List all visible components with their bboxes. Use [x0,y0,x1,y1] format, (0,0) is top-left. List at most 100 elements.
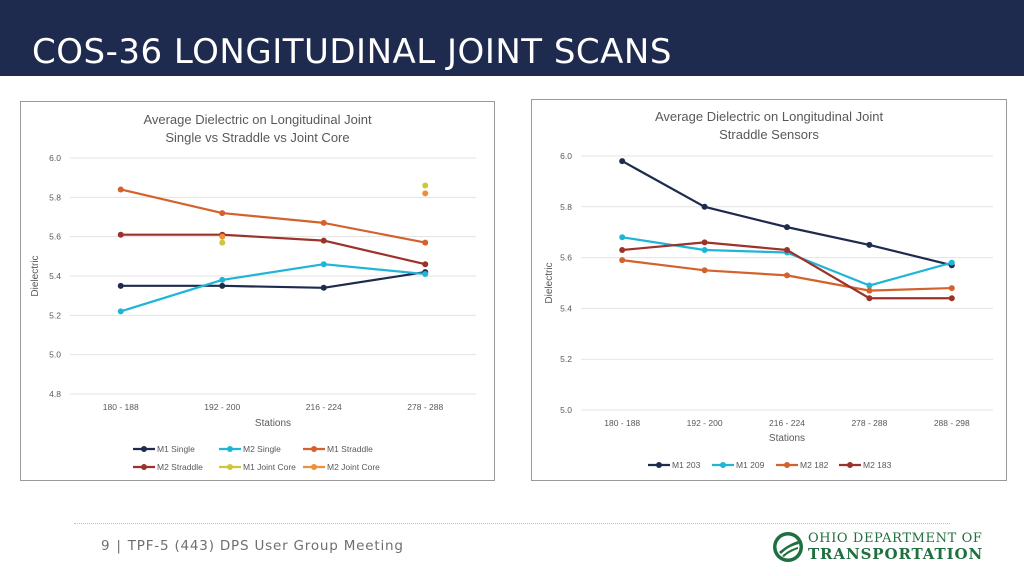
chart-svg-1: Average Dielectric on Longitudinal Joint… [30,112,476,472]
page-title: COS-36 LONGITUDINAL JOINT SCANS [32,32,672,72]
data-point [422,261,429,268]
legend-label: M1 Straddle [327,444,373,454]
data-point [866,287,873,294]
footer-separator: | [116,538,122,554]
data-point [619,234,626,241]
data-point [948,295,955,302]
data-point [866,295,873,302]
data-point [320,237,327,244]
data-point [219,210,226,217]
x-tick-label: 180 - 188 [103,402,139,412]
y-tick-label: 5.0 [49,350,61,360]
y-tick-label: 6.0 [560,151,572,161]
chart-title-line: Single vs Straddle vs Joint Core [165,130,349,145]
data-point [866,282,873,289]
legend-label: M2 183 [863,460,892,470]
legend-swatch-marker [311,446,317,452]
x-tick-label: 192 - 200 [687,418,723,428]
odot-logo: OHIO DEPARTMENT OF TRANSPORTATION [772,530,982,564]
legend-swatch-marker [227,464,233,470]
legend-label: M2 Joint Core [327,462,380,472]
legend-swatch-marker [227,446,233,452]
data-point [422,182,429,189]
legend-swatch-marker [784,462,790,468]
data-point [701,239,708,246]
logo-text-line1: OHIO DEPARTMENT OF [808,531,983,546]
chart-single-vs-straddle: Average Dielectric on Longitudinal Joint… [20,101,495,481]
footer-text: TPF-5 (443) DPS User Group Meeting [127,538,404,554]
series-line [120,233,426,266]
chart-title-line: Average Dielectric on Longitudinal Joint [143,112,372,127]
y-tick-label: 5.0 [560,405,572,415]
series-line [120,270,426,289]
data-point [701,267,708,274]
data-point [219,276,226,283]
y-tick-label: 5.4 [560,303,572,313]
data-point [320,284,327,291]
footer-divider [74,523,950,524]
legend-swatch-marker [141,446,147,452]
data-point [619,246,626,253]
legend-label: M1 Joint Core [243,462,296,472]
data-point [320,261,327,268]
legend-swatch-marker [311,464,317,470]
page-number: 9 [101,538,111,554]
data-point [117,282,124,289]
y-tick-label: 5.2 [560,354,572,364]
chart-straddle-sensors: Average Dielectric on Longitudinal Joint… [531,99,1007,481]
x-tick-label: 288 - 298 [934,418,970,428]
data-point [422,190,429,197]
chart-title-line: Average Dielectric on Longitudinal Joint [655,109,884,124]
odot-emblem-icon [773,532,803,562]
data-point [320,219,327,226]
y-tick-label: 5.2 [49,310,61,320]
data-point [784,272,790,279]
y-tick-label: 5.8 [560,202,572,212]
y-axis-label: Dielectric [30,255,41,296]
legend-item: M1 209 [712,460,765,470]
legend-item: M2 Straddle [133,462,203,472]
data-point [219,239,226,246]
legend-swatch-marker [847,462,853,468]
x-tick-label: 192 - 200 [204,402,240,412]
legend-item: M1 Straddle [303,444,373,454]
legend-item: M2 183 [839,460,892,470]
legend-item: M2 Joint Core [303,462,380,472]
data-point [701,203,708,210]
data-point [784,246,790,253]
data-point [948,259,955,266]
data-point [422,239,429,246]
legend-item: M1 Joint Core [219,462,296,472]
chart-title-line: Straddle Sensors [719,127,819,142]
x-tick-label: 278 - 288 [407,402,443,412]
footer: 9 | TPF-5 (443) DPS User Group Meeting [101,538,404,554]
data-point [948,285,955,292]
data-point [422,271,429,278]
chart-svg-2: Average Dielectric on Longitudinal Joint… [544,109,993,470]
y-tick-label: 5.4 [49,271,61,281]
data-point [117,231,124,238]
logo-text-line2: TRANSPORTATION [808,545,984,563]
legend-item: M2 182 [776,460,829,470]
legend-item: M1 Single [133,444,195,454]
y-tick-label: 5.6 [560,253,572,263]
x-axis-label: Stations [255,418,291,429]
x-axis-label: Stations [769,433,805,444]
legend-swatch-marker [141,464,147,470]
y-axis-label: Dielectric [544,262,555,303]
legend-label: M2 Single [243,444,281,454]
x-tick-label: 180 - 188 [604,418,640,428]
data-point [701,246,708,253]
legend-label: M1 203 [672,460,701,470]
data-point [619,158,626,165]
legend-label: M2 Straddle [157,462,203,472]
x-tick-label: 216 - 224 [306,402,342,412]
data-point [219,282,226,289]
y-tick-label: 6.0 [49,153,61,163]
y-tick-label: 5.6 [49,232,61,242]
x-tick-label: 216 - 224 [769,418,805,428]
header-bar: COS-36 LONGITUDINAL JOINT SCANS [0,0,1024,76]
series-line [120,188,426,244]
legend-item: M1 203 [648,460,701,470]
y-tick-label: 5.8 [49,192,61,202]
